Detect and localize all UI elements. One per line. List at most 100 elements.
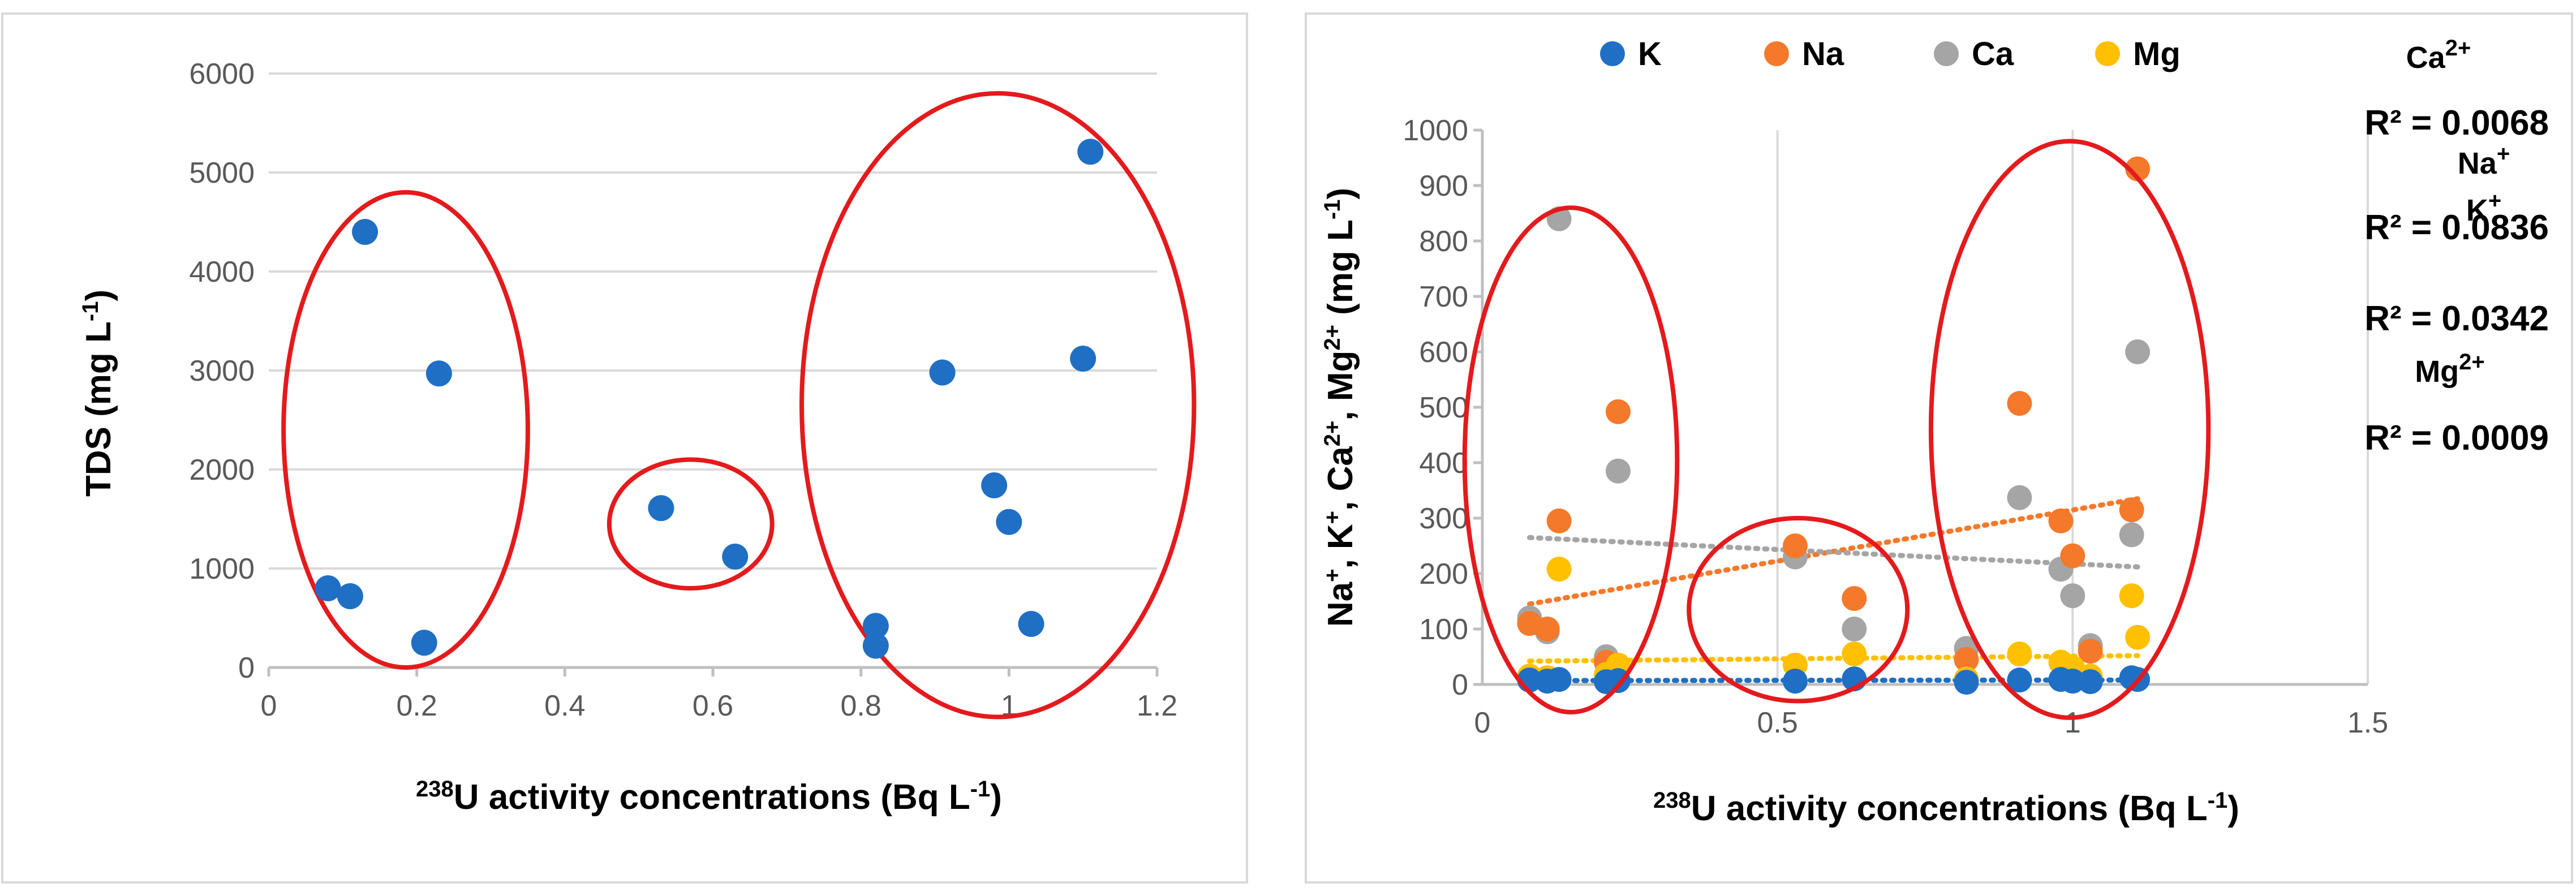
legend-marker-k (1600, 41, 1625, 66)
ions-point-ca (2119, 522, 2144, 548)
ions-point-na (1534, 617, 1560, 641)
ions-y-tick-label: 300 (1419, 502, 1468, 535)
ions-point-ca (2125, 339, 2151, 364)
legend-marker-ca (1934, 41, 1959, 66)
ion-charge: + (2497, 141, 2510, 166)
tds-data-point (862, 613, 889, 639)
ions-y-tick-label: 900 (1419, 170, 1468, 203)
ions-chart-panel: K Na Ca Mg 0 0.5 1 1.5 0 100 200 300 400 500 600 700 8… (1305, 12, 2573, 884)
ions-points (1517, 156, 2151, 695)
tds-data-point (1077, 139, 1104, 165)
tds-data-point (862, 632, 889, 659)
ions-point-ca (2060, 583, 2085, 609)
ions-y-tick-labels: 0 100 200 300 400 500 600 700 800 900 1000 (1403, 114, 1468, 701)
ions-chart-frame (1305, 12, 2573, 884)
ions-point-k (2078, 669, 2103, 695)
tds-data-point (1070, 346, 1096, 372)
ions-highlight-ellipse (1462, 205, 1680, 714)
ions-point-mg (1546, 557, 1572, 582)
tds-data-point (996, 509, 1022, 535)
ions-point-k (2007, 667, 2032, 693)
tds-data-point (722, 544, 749, 570)
legend-label-mg: Mg (2133, 36, 2181, 72)
tds-x-tick-label: 1.2 (1137, 690, 1177, 722)
tds-highlight-ellipse (799, 91, 1197, 720)
ions-point-mg (2007, 641, 2032, 667)
r2-value-ca: R² = 0.0068 (2364, 104, 2549, 143)
ions-point-na (2078, 639, 2103, 664)
ions-legend: K Na Ca Mg (1600, 36, 2181, 72)
r2-ion-label-na: Na+ (2458, 141, 2510, 180)
tds-data-point (315, 575, 341, 601)
ions-point-mg (2119, 583, 2144, 609)
tds-data-point (411, 630, 437, 656)
tds-x-axis-title: 238U activity concentrations (Bq L-1) (416, 777, 1002, 817)
ylabel-superscript: + (1320, 511, 1345, 524)
r2-ion-label-k: K+ (2466, 188, 2501, 227)
ions-point-mg (1842, 641, 1867, 667)
ions-y-tick-label: 400 (1419, 447, 1468, 480)
ions-x-axis-title: 238U activity concentrations (Bq L-1) (1653, 788, 2239, 828)
ions-point-na (2125, 156, 2151, 182)
tds-x-tick-labels: 0 0.2 0.4 0.6 0.8 1 1.2 (261, 690, 1178, 722)
tds-data-point (1018, 611, 1044, 637)
tds-y-tick-label: 6000 (189, 58, 255, 91)
tds-y-tick-label: 1000 (189, 553, 255, 585)
ylabel-superscript: + (1320, 569, 1345, 582)
tds-data-point (337, 583, 363, 609)
ion-charge: + (2488, 188, 2501, 213)
ions-point-k (1782, 669, 1808, 694)
tds-y-tick-label: 2000 (189, 454, 255, 486)
ions-x-tick-label: 1 (2065, 707, 2081, 739)
ion-symbol: K (2466, 193, 2488, 227)
tds-points (315, 139, 1104, 659)
ion-symbol: Na (2458, 147, 2497, 180)
ions-x-tick-label: 1.5 (2347, 707, 2388, 739)
legend-label-k: K (1638, 36, 1662, 72)
ions-point-na (2007, 391, 2032, 416)
r2-ion-label-ca: Ca2+ (2406, 36, 2471, 75)
ylabel-text: Na (1321, 581, 1360, 627)
tds-highlight-groups (281, 91, 1197, 720)
ylabel-text: , Ca (1321, 446, 1360, 511)
ions-highlight-ellipse (1928, 139, 2211, 720)
legend-label-ca: Ca (1972, 36, 2014, 72)
ions-trendline-ca (1526, 535, 2140, 570)
ions-point-na (2119, 497, 2144, 523)
ions-point-k (1546, 667, 1572, 692)
ions-y-tick-label: 200 (1419, 558, 1468, 591)
ions-point-na (1842, 586, 1867, 611)
ions-trendlines (1526, 496, 2140, 683)
ions-point-na (2048, 508, 2074, 533)
tds-highlight-ellipse (281, 190, 530, 670)
tds-x-tick-label: 0.8 (841, 690, 881, 722)
r2-ion-label-mg: Mg2+ (2415, 350, 2485, 389)
tds-x-tick-label: 0 (261, 690, 277, 722)
ions-x-tick-label: 0.5 (1757, 707, 1798, 739)
ions-point-mg (2125, 624, 2151, 650)
ions-point-na (1546, 508, 1572, 533)
ions-point-ca (1842, 617, 1867, 641)
ion-symbol: Mg (2415, 355, 2459, 389)
tds-y-tick-label: 3000 (189, 355, 255, 387)
tds-data-point (929, 359, 956, 386)
ions-x-tick-labels: 0 0.5 1 1.5 (1474, 707, 2389, 739)
ions-point-k (1954, 670, 1979, 695)
tds-data-point (425, 360, 452, 387)
tds-highlight-ellipse (607, 457, 775, 591)
ions-y-tick-label: 100 (1419, 613, 1468, 646)
r2-value-na: R² = 0.0836 (2364, 208, 2549, 247)
ylabel-text: , K (1321, 524, 1360, 568)
tds-y-tick-label: 0 (238, 652, 255, 684)
tds-data-point (648, 495, 674, 522)
ions-point-ca (2007, 485, 2032, 510)
tds-x-tick-label: 0.6 (693, 690, 733, 722)
ions-point-na (1954, 647, 1979, 672)
legend-label-na: Na (1802, 36, 1844, 72)
ions-point-ca (1605, 458, 1631, 484)
ylabel-superscript: -1 (1320, 199, 1345, 219)
ylabel-text: (mg L (1321, 219, 1360, 325)
r2-value-k: R² = 0.0342 (2364, 299, 2549, 338)
ions-point-na (1782, 533, 1808, 558)
